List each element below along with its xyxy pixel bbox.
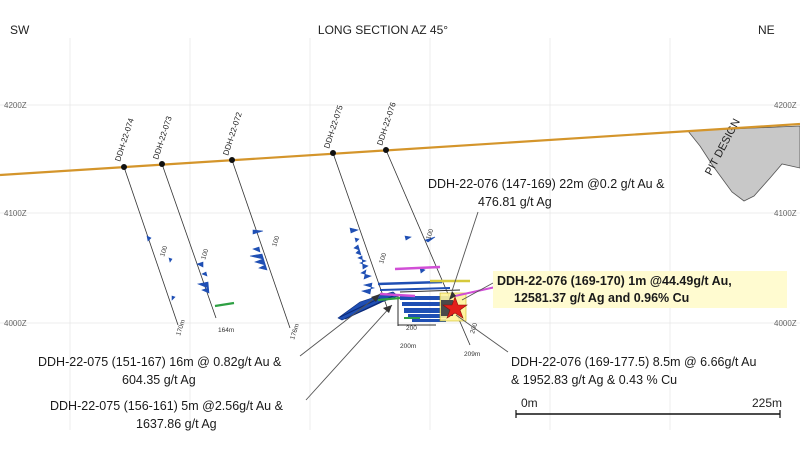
collar-markers xyxy=(121,147,389,170)
grade-label-ddh-22-073: 100 xyxy=(159,245,169,258)
hole-label-ddh-22-072: DDH-22-072 xyxy=(221,111,244,157)
pit-design xyxy=(687,125,800,202)
depth-label-ddh-22-074: 170m xyxy=(175,319,187,337)
hole-label-ddh-22-073: DDH-22-073 xyxy=(151,115,174,161)
grade-label-ddh-22-076: 100 xyxy=(425,228,435,241)
annotation-ddh-22-075-156-161: DDH-22-075 (156-161) 5m @2.56g/t Au & 16… xyxy=(50,399,284,431)
high-grade-star-marker xyxy=(442,296,468,319)
elevation-label-right-4000: 4000Z xyxy=(774,319,797,328)
annotation-1-line-1: DDH-22-076 (147-169) 22m @0.2 g/t Au & xyxy=(428,177,665,191)
hole-label-ddh-22-075: DDH-22-075 xyxy=(322,104,345,150)
annotation-ddh-22-076-169-177: DDH-22-076 (169-177.5) 8.5m @ 6.66g/t Au… xyxy=(511,355,757,387)
hole-label-ddh-22-074: DDH-22-074 xyxy=(113,117,136,163)
annotation-5-line-2: & 1952.83 g/t Ag & 0.43 % Cu xyxy=(511,373,677,387)
depth-label-ddh-22-076: 209m xyxy=(464,351,480,358)
sw-label: SW xyxy=(10,23,30,37)
elevation-label-left-4200: 4200Z xyxy=(4,101,27,110)
depth-label-ddh-22-073: 164m xyxy=(218,327,234,334)
annotation-2-line-2: 12581.37 g/t Ag and 0.96% Cu xyxy=(514,291,689,305)
topography-line xyxy=(0,122,800,177)
ne-label: NE xyxy=(758,23,775,37)
scale-bar: 0m 225m xyxy=(515,396,782,418)
grade-label-ddh-22-075-200: 200 xyxy=(406,325,417,332)
intercept-bars-ddh-22-076 xyxy=(397,289,461,326)
section-title: LONG SECTION AZ 45° xyxy=(318,23,448,37)
scale-start-label: 0m xyxy=(521,396,538,410)
grade-label-ddh-22-075: 100 xyxy=(378,252,388,265)
grade-histograms xyxy=(146,227,436,301)
depth-label-ddh-22-072: 176m xyxy=(289,323,301,341)
annotation-3-line-2: 604.35 g/t Ag xyxy=(122,373,196,387)
elevation-label-left-4000: 4000Z xyxy=(4,319,27,328)
annotation-3-line-1: DDH-22-075 (151-167) 16m @ 0.82g/t Au & xyxy=(38,355,282,369)
annotation-2-line-1: DDH-22-076 (169-170) 1m @44.49g/t Au, xyxy=(497,274,732,288)
elevation-label-left-4100: 4100Z xyxy=(4,209,27,218)
annotation-ddh-22-075-151-167: DDH-22-075 (151-167) 16m @ 0.82g/t Au & … xyxy=(38,355,282,387)
annotation-5-line-1: DDH-22-076 (169-177.5) 8.5m @ 6.66g/t Au xyxy=(511,355,757,369)
annotation-4-line-2: 1637.86 g/t Ag xyxy=(136,417,217,431)
leader-arrowheads xyxy=(371,291,456,313)
elevation-label-right-4100: 4100Z xyxy=(774,209,797,218)
scale-end-label: 225m xyxy=(752,396,782,410)
elevation-label-right-4200: 4200Z xyxy=(774,101,797,110)
grid xyxy=(0,38,800,430)
leader-lines xyxy=(299,211,509,401)
annotation-4-line-1: DDH-22-075 (156-161) 5m @2.56g/t Au & xyxy=(50,399,284,413)
grade-label-ddh-22-072: 100 xyxy=(200,248,210,261)
grade-label-ddh-22-072b: 100 xyxy=(271,235,281,248)
annotation-1-line-2: 476.81 g/t Ag xyxy=(478,195,552,209)
hole-label-ddh-22-076: DDH-22-076 xyxy=(375,101,398,147)
annotation-ddh-22-076-169-170: DDH-22-076 (169-170) 1m @44.49g/t Au, 12… xyxy=(493,271,787,308)
depth-label-ddh-22-075: 200m xyxy=(400,343,416,350)
annotation-2-highlight xyxy=(493,271,787,308)
annotation-ddh-22-076-147-169: DDH-22-076 (147-169) 22m @0.2 g/t Au & 4… xyxy=(428,177,665,209)
